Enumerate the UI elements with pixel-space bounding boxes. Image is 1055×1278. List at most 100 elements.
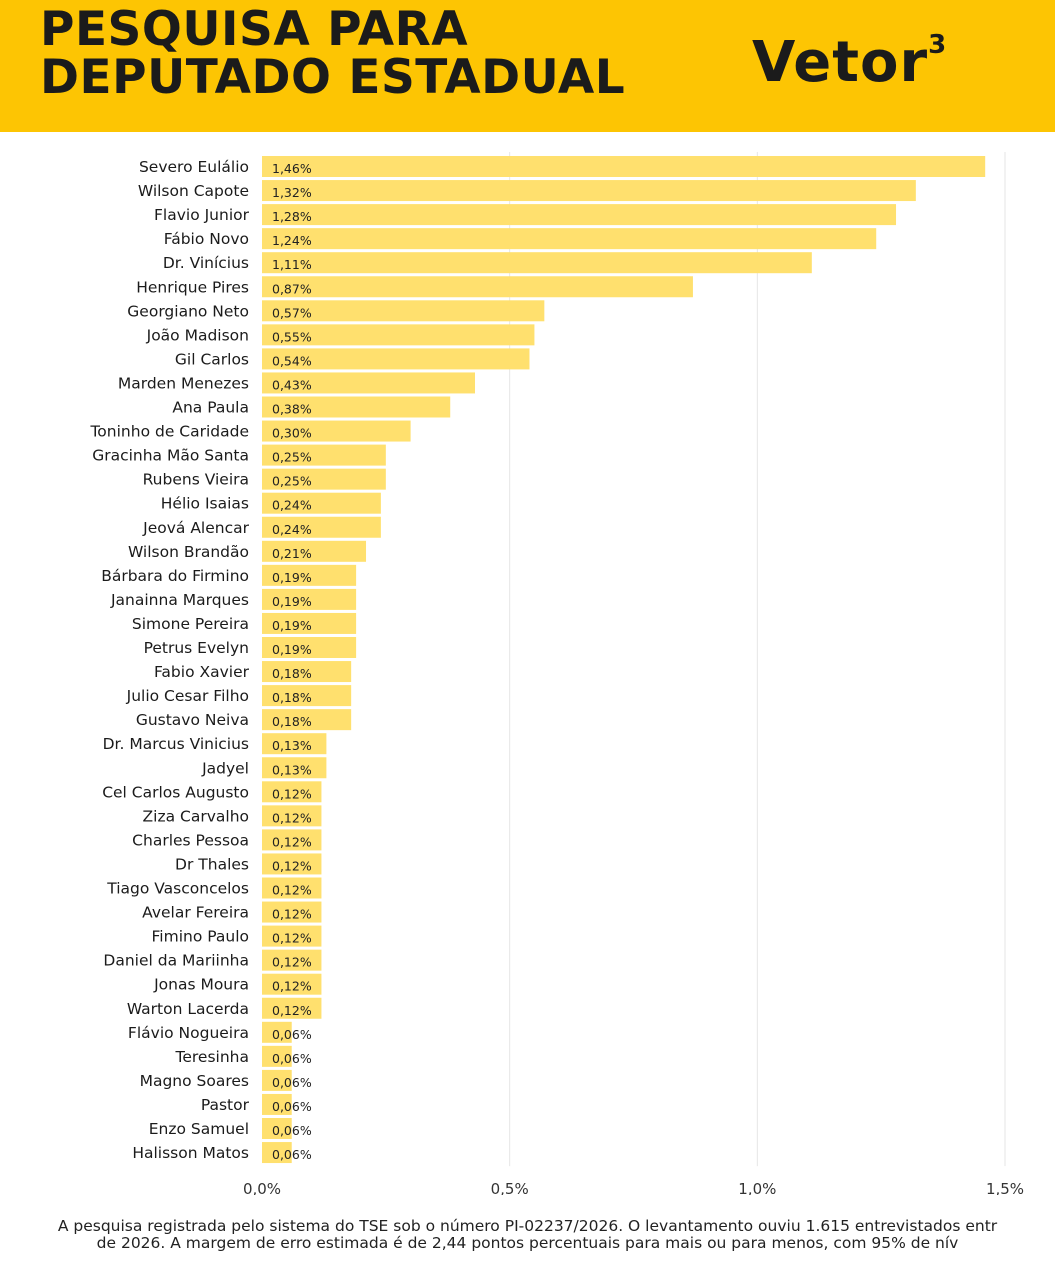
data-label: 1,28% <box>272 209 312 224</box>
footnote: A pesquisa registrada pelo sistema do TS… <box>0 1218 1055 1252</box>
bar <box>262 709 352 731</box>
data-label: 0,19% <box>272 618 312 633</box>
category-label: Magno Soares <box>140 1072 249 1090</box>
bar <box>262 228 877 250</box>
category-label: Cel Carlos Augusto <box>102 783 249 801</box>
bar <box>262 372 475 394</box>
bar <box>262 901 322 923</box>
data-label: 0,25% <box>272 474 312 489</box>
bar <box>262 156 986 177</box>
bar <box>262 853 322 875</box>
category-label: Severo Eulálio <box>139 158 249 176</box>
data-label: 0,24% <box>272 498 312 513</box>
footnote-line-2: de 2026. A margem de erro estimada é de … <box>96 1234 959 1252</box>
bar <box>262 252 812 274</box>
category-label: Bárbara do Firmino <box>101 567 249 585</box>
footnote-line-1: A pesquisa registrada pelo sistema do TS… <box>57 1218 998 1235</box>
data-label: 1,11% <box>272 257 312 272</box>
category-label: Flávio Nogueira <box>128 1024 249 1042</box>
data-label: 0,25% <box>272 450 312 465</box>
bar <box>262 829 322 851</box>
category-label: Gustavo Neiva <box>136 711 249 729</box>
category-label: Hélio Isaias <box>161 495 249 513</box>
bar <box>262 276 693 298</box>
data-label: 0,38% <box>272 402 312 417</box>
bar <box>262 1045 292 1067</box>
bar <box>262 468 386 490</box>
category-label: Petrus Evelyn <box>144 639 249 657</box>
data-label: 0,13% <box>272 762 312 777</box>
category-label: Flavio Junior <box>154 206 250 224</box>
category-label: Dr. Vinícius <box>163 254 249 272</box>
bar <box>262 564 357 586</box>
bar <box>262 997 322 1019</box>
data-label: 0,12% <box>272 810 312 825</box>
category-label: Jeová Alencar <box>142 519 249 537</box>
bar <box>262 757 327 779</box>
data-label: 0,57% <box>272 305 312 320</box>
bar <box>262 685 352 707</box>
bar <box>262 925 322 947</box>
brand-name: Vetor <box>752 30 929 95</box>
bar <box>262 540 367 562</box>
data-label: 0,12% <box>272 1003 312 1018</box>
data-label: 0,12% <box>272 907 312 922</box>
title-line-1: PESQUISA PARA <box>40 2 469 57</box>
category-label: Gil Carlos <box>175 350 249 368</box>
data-label: 0,12% <box>272 858 312 873</box>
category-label: Halisson Matos <box>132 1144 249 1162</box>
bar-chart: 0,0% 0,5% 1,0% 1,5% Severo Eulálio 1,46% Wilso… <box>89 152 1024 1195</box>
category-label: Ziza Carvalho <box>143 807 249 825</box>
bar <box>262 1093 292 1115</box>
data-label: 0,54% <box>272 353 312 368</box>
category-label: Enzo Samuel <box>149 1120 249 1138</box>
category-label: Georgiano Neto <box>127 302 249 320</box>
data-label: 0,24% <box>272 522 312 537</box>
bar <box>262 877 322 899</box>
category-label: Janainna Marques <box>110 591 249 609</box>
category-label: Rubens Vieira <box>143 471 249 489</box>
data-label: 0,21% <box>272 546 312 561</box>
data-label: 1,32% <box>272 185 312 200</box>
brand-logo: Vetor3 <box>752 30 947 95</box>
data-label: 0,06% <box>272 1051 312 1066</box>
bar <box>262 300 545 322</box>
data-label: 0,12% <box>272 931 312 946</box>
bar <box>262 444 386 466</box>
bar <box>262 516 381 538</box>
category-label: Fimino Paulo <box>152 928 250 946</box>
data-label: 1,24% <box>272 233 312 248</box>
category-label: Ana Paula <box>172 399 249 417</box>
data-label: 0,12% <box>272 834 312 849</box>
category-label: Wilson Capote <box>138 182 249 200</box>
data-label: 0,12% <box>272 883 312 898</box>
category-label: Marden Menezes <box>118 374 249 392</box>
category-label: Teresinha <box>175 1048 249 1066</box>
bar <box>262 204 897 226</box>
data-label: 0,55% <box>272 329 312 344</box>
bar <box>262 1118 292 1139</box>
category-label: Dr. Marcus Vinicius <box>103 735 249 753</box>
bar <box>262 420 411 442</box>
bar <box>262 733 327 755</box>
bar <box>262 492 381 514</box>
category-label: Jonas Moura <box>153 976 249 994</box>
category-label: Dr Thales <box>175 855 249 873</box>
page-title: PESQUISA PARA DEPUTADO ESTADUAL <box>40 6 625 102</box>
bar <box>262 805 322 827</box>
bar <box>262 661 352 683</box>
bar <box>262 396 451 418</box>
category-label: Simone Pereira <box>132 615 249 633</box>
category-label: Jadyel <box>201 759 249 777</box>
category-label: João Madison <box>146 326 249 344</box>
category-label: Pastor <box>201 1096 250 1114</box>
brand-superscript: 3 <box>928 30 948 61</box>
x-tick-label: 0,5% <box>491 1180 529 1195</box>
category-label: Wilson Brandão <box>128 543 249 561</box>
data-label: 0,12% <box>272 955 312 970</box>
bar <box>262 180 916 202</box>
data-label: 0,18% <box>272 714 312 729</box>
data-label: 0,30% <box>272 426 312 441</box>
data-label: 0,19% <box>272 594 312 609</box>
data-label: 0,06% <box>272 1027 312 1042</box>
